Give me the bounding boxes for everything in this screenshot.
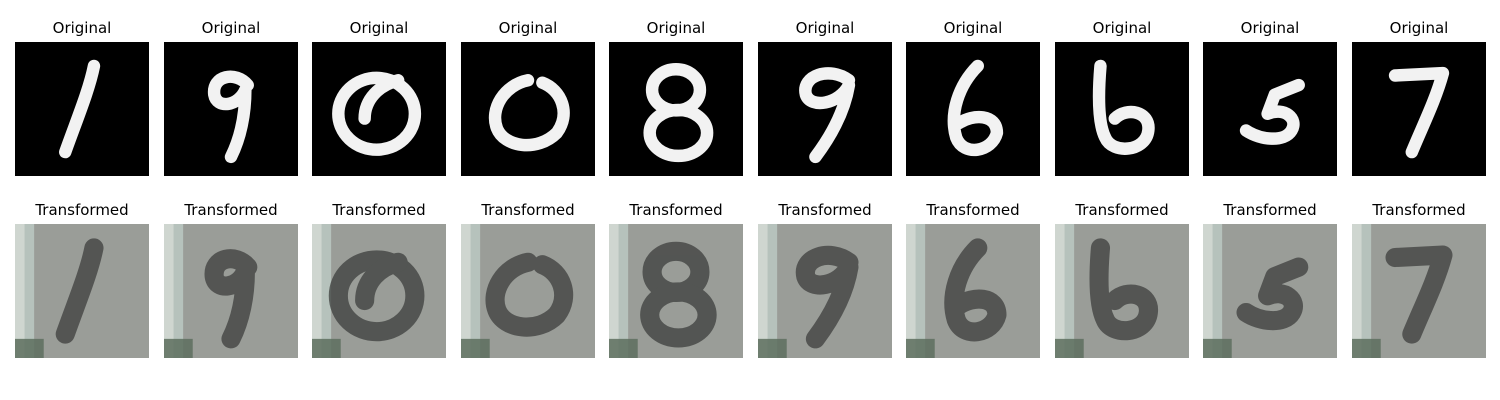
original-digit-image [609,42,743,176]
original-panel: Original [15,18,149,178]
original-digit-image [461,42,595,176]
panel-title: Transformed [1372,201,1466,219]
panel-title: Transformed [35,201,129,219]
original-panel: Original [609,18,743,178]
transformed-digit-image [164,224,298,358]
panel-title: Original [349,19,409,37]
panel-title: Transformed [926,201,1020,219]
original-row: Original Original Original Original Orig… [0,18,1500,178]
original-digit-image [906,42,1040,176]
panel-title: Original [1240,19,1300,37]
original-panel: Original [1055,18,1189,178]
panel-title: Transformed [778,201,872,219]
transformed-digit-image [906,224,1040,358]
original-digit-image [1055,42,1189,176]
transformed-digit-image [461,224,595,358]
transformed-panel: Transformed [1203,200,1337,360]
original-panel: Original [906,18,1040,178]
transformed-row: Transformed Transformed Transformed Tran… [0,200,1500,360]
original-panel: Original [1352,18,1486,178]
panel-title: Original [943,19,1003,37]
original-digit-image [164,42,298,176]
transformed-digit-image [1203,224,1337,358]
original-digit-image [312,42,446,176]
panel-title: Transformed [481,201,575,219]
panel-title: Original [1389,19,1449,37]
panel-title: Transformed [184,201,278,219]
transformed-panel: Transformed [312,200,446,360]
transformed-digit-image [1055,224,1189,358]
original-panel: Original [164,18,298,178]
transformed-digit-image [1352,224,1486,358]
panel-title: Original [52,19,112,37]
transformed-panel: Transformed [1055,200,1189,360]
panel-title: Transformed [332,201,426,219]
original-panel: Original [461,18,595,178]
original-panel: Original [758,18,892,178]
transformed-digit-image [758,224,892,358]
original-digit-image [15,42,149,176]
transformed-panel: Transformed [164,200,298,360]
transformed-panel: Transformed [609,200,743,360]
original-digit-image [758,42,892,176]
original-digit-image [1203,42,1337,176]
panel-title: Original [795,19,855,37]
panel-title: Original [646,19,706,37]
original-digit-image [1352,42,1486,176]
panel-title: Original [1092,19,1152,37]
transformed-digit-image [312,224,446,358]
transformed-panel: Transformed [15,200,149,360]
transformed-panel: Transformed [906,200,1040,360]
transformed-digit-image [15,224,149,358]
panel-title: Transformed [629,201,723,219]
original-panel: Original [1203,18,1337,178]
transformed-panel: Transformed [461,200,595,360]
transformed-panel: Transformed [1352,200,1486,360]
panel-title: Transformed [1223,201,1317,219]
panel-title: Transformed [1075,201,1169,219]
transformed-panel: Transformed [758,200,892,360]
transformed-digit-image [609,224,743,358]
panel-title: Original [498,19,558,37]
panel-title: Original [201,19,261,37]
original-panel: Original [312,18,446,178]
